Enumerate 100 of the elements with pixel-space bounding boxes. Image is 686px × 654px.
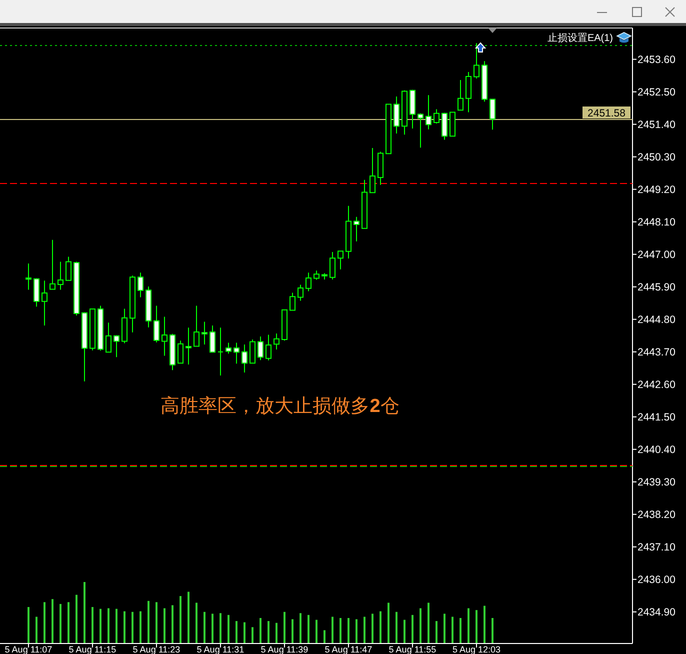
x-tick-label: 5 Aug 11:55: [388, 644, 436, 654]
candlestick: [466, 72, 472, 113]
candlestick: [370, 147, 376, 194]
bar: [460, 618, 462, 643]
x-tick-label: 5 Aug 11:39: [260, 644, 308, 654]
x-tick-label: 5 Aug 11:15: [68, 644, 116, 654]
bar: [28, 607, 30, 643]
candlestick: [106, 322, 112, 353]
x-tick-label: 5 Aug 11:07: [4, 644, 52, 654]
x-tick-label: 5 Aug 12:03: [452, 644, 501, 654]
candlestick: [98, 305, 104, 352]
bar: [308, 614, 310, 643]
bar: [324, 630, 326, 643]
bar: [76, 594, 78, 643]
candlestick: [322, 272, 328, 280]
candlestick: [290, 292, 296, 311]
y-tick-label: 2453.60: [638, 54, 676, 66]
bar: [468, 608, 470, 643]
candlestick: [490, 98, 496, 130]
bar: [196, 602, 198, 643]
candlestick: [250, 338, 256, 364]
candlestick: [330, 251, 336, 280]
candlestick: [378, 151, 384, 186]
bar: [60, 604, 62, 643]
candlestick: [410, 89, 416, 129]
candlestick: [306, 272, 312, 292]
candlestick: [402, 90, 408, 136]
candlestick: [202, 321, 208, 345]
bar: [444, 614, 446, 643]
candlestick: [298, 284, 304, 302]
candlestick: [226, 342, 232, 354]
bar: [412, 614, 414, 643]
candlestick: [434, 108, 440, 124]
candlestick: [282, 309, 288, 342]
bar: [228, 614, 230, 643]
bar: [244, 622, 246, 643]
y-tick-label: 2449.20: [638, 184, 676, 196]
bar: [396, 612, 398, 643]
bar: [68, 602, 70, 643]
bar: [268, 621, 270, 643]
candlestick: [442, 112, 448, 140]
bar: [252, 627, 254, 643]
y-tick-label: 2445.90: [638, 282, 676, 294]
candlestick: [122, 308, 128, 344]
candlestick: [194, 305, 200, 347]
candlestick: [82, 312, 88, 382]
candlestick: [418, 112, 424, 148]
candlestick: [26, 263, 32, 290]
candlestick: [114, 334, 120, 358]
candlestick: [130, 275, 136, 333]
bar: [492, 618, 494, 643]
candlestick: [242, 344, 248, 374]
candlestick: [186, 327, 192, 366]
candlestick: [258, 336, 264, 361]
bar: [132, 612, 134, 643]
candlestick: [362, 179, 368, 229]
candlestick: [234, 342, 240, 364]
candlestick: [162, 316, 168, 356]
x-tick-label: 5 Aug 11:31: [196, 644, 244, 654]
ref-line-label: 2451.58: [588, 108, 626, 120]
y-tick-label: 2450.30: [638, 152, 676, 164]
annotation: 止损设置EA(1): [547, 32, 613, 44]
bar: [212, 614, 214, 643]
bar: [276, 622, 278, 643]
y-tick-label: 2443.70: [638, 346, 676, 359]
x-tick-label: 5 Aug 11:47: [324, 644, 372, 654]
bar: [484, 606, 486, 643]
y-tick-label: 2452.50: [638, 86, 676, 98]
candlestick: [426, 94, 432, 130]
bar: [364, 616, 366, 643]
candlestick: [338, 250, 344, 270]
bar: [452, 616, 454, 643]
candlestick: [394, 96, 400, 134]
bar: [284, 612, 286, 643]
candlestick: [450, 112, 456, 137]
candlestick: [218, 327, 224, 376]
bar: [172, 605, 174, 643]
bar: [116, 608, 118, 643]
bar: [372, 614, 374, 643]
y-tick-label: 2451.40: [638, 119, 676, 132]
candlestick: [482, 60, 488, 102]
y-tick-label: 2448.10: [638, 216, 676, 229]
candlestick: [354, 216, 360, 242]
candlestick: [266, 334, 272, 361]
y-tick-label: 2441.50: [638, 412, 676, 424]
bar: [420, 608, 422, 643]
y-tick-label: 2444.80: [638, 314, 676, 326]
candlestick: [42, 280, 48, 326]
bar: [124, 611, 126, 643]
candlestick: [154, 305, 160, 343]
bar: [44, 602, 46, 643]
candlestick: [90, 308, 96, 351]
bar: [52, 599, 54, 643]
candlestick: [50, 239, 56, 290]
bar: [428, 602, 430, 643]
y-tick-label: 2440.40: [638, 444, 676, 456]
bar: [140, 611, 142, 643]
bar: [404, 620, 406, 643]
bar: [316, 620, 318, 643]
candlestick: [458, 80, 464, 111]
